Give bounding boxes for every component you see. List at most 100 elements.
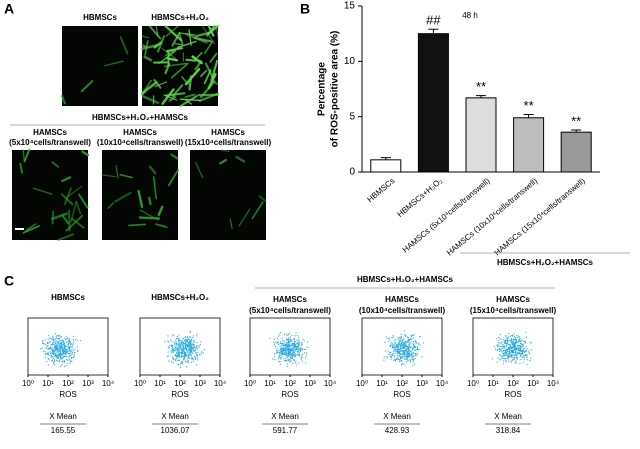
group-label: HBMSCs+H₂O₂+HAMSCs	[497, 258, 594, 267]
event-dot	[185, 355, 187, 357]
y-tick-label: 10	[344, 56, 356, 67]
event-dot	[512, 357, 514, 359]
event-dot	[190, 341, 192, 343]
event-dot	[289, 361, 291, 363]
event-dot	[518, 339, 520, 341]
event-dot	[286, 333, 288, 335]
cell	[32, 187, 53, 195]
cell	[185, 58, 197, 62]
cell	[114, 191, 132, 203]
event-dot	[52, 352, 54, 354]
event-dot	[501, 350, 503, 352]
event-dot	[281, 349, 283, 351]
event-dot	[181, 350, 183, 352]
cell	[171, 84, 184, 98]
event-dot	[62, 347, 64, 349]
cell	[179, 95, 198, 108]
event-dot	[504, 339, 506, 341]
event-dot	[274, 341, 276, 343]
image-label: HBMSCs+H₂O₂	[151, 13, 209, 22]
event-dot	[62, 354, 64, 356]
event-dot	[519, 354, 522, 356]
event-dot	[46, 360, 48, 363]
event-dot	[284, 349, 286, 351]
event-dot	[67, 350, 69, 353]
x-tick-label: 10³	[527, 379, 539, 388]
cell	[211, 59, 219, 80]
event-dot	[283, 347, 285, 349]
event-dot	[498, 340, 500, 342]
event-dot	[64, 355, 66, 357]
event-dot	[510, 339, 512, 341]
event-dot	[396, 355, 398, 357]
event-dot	[407, 359, 409, 361]
event-dot	[60, 358, 62, 360]
event-dot	[284, 357, 286, 360]
event-dot	[55, 336, 57, 338]
event-dot	[66, 362, 69, 365]
cell	[164, 49, 176, 57]
event-dot	[505, 336, 507, 338]
event-dot	[185, 341, 187, 344]
event-dot	[190, 349, 192, 351]
event-dot	[172, 351, 174, 353]
event-dot	[190, 336, 192, 338]
event-dot	[412, 352, 414, 354]
event-dot	[500, 345, 502, 347]
event-dot	[393, 358, 395, 361]
event-dot	[64, 349, 66, 351]
event-dot	[178, 334, 180, 336]
event-dot	[62, 339, 64, 342]
event-dot	[53, 355, 55, 357]
event-dot	[186, 358, 188, 360]
event-dot	[419, 336, 421, 338]
event-dot	[48, 354, 50, 356]
mean-value: 1036.07	[161, 426, 190, 435]
event-dot	[408, 349, 410, 351]
event-dot	[191, 343, 193, 345]
event-dot	[60, 336, 62, 338]
event-dot	[61, 360, 63, 363]
bar	[417, 33, 449, 173]
event-dot	[499, 333, 502, 335]
event-dot	[279, 363, 282, 365]
event-dot	[291, 334, 293, 337]
event-dot	[56, 348, 58, 351]
event-dot	[175, 348, 178, 350]
event-dot	[288, 354, 291, 356]
event-dot	[49, 341, 51, 343]
event-dot	[414, 346, 416, 348]
cell	[161, 48, 177, 59]
event-dot	[417, 346, 419, 348]
event-dot	[52, 351, 55, 353]
event-dot	[504, 352, 506, 354]
event-dot	[192, 358, 195, 360]
event-dot	[181, 340, 183, 342]
event-dot	[407, 347, 409, 350]
event-dot	[499, 347, 501, 350]
event-dot	[187, 356, 190, 358]
event-dot	[517, 336, 519, 339]
event-dot	[410, 334, 412, 337]
event-dot	[55, 341, 57, 344]
event-dot	[410, 338, 413, 340]
event-dot	[291, 340, 293, 342]
event-dot	[179, 343, 181, 346]
image-label: HAMSCs	[123, 128, 157, 137]
event-dot	[514, 357, 516, 359]
event-dot	[67, 343, 69, 345]
event-dot	[187, 338, 190, 340]
event-dot	[402, 356, 405, 358]
event-dot	[508, 354, 510, 356]
event-dot	[514, 338, 516, 341]
event-dot	[505, 354, 507, 357]
cell	[148, 25, 162, 40]
cell	[75, 201, 82, 215]
event-dot	[508, 336, 510, 338]
event-dot	[512, 358, 514, 360]
event-dot	[405, 335, 407, 337]
event-dot	[58, 335, 60, 337]
event-dot	[195, 353, 197, 355]
event-dot	[70, 361, 72, 363]
event-dot	[525, 331, 527, 333]
